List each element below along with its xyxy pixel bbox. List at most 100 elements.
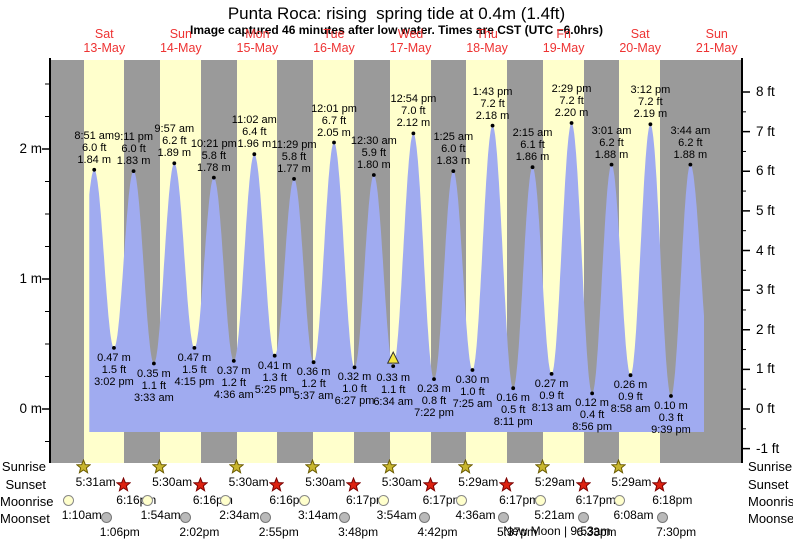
high-tide-dot bbox=[451, 169, 456, 174]
y-axis-right-label: 2 ft bbox=[756, 321, 775, 337]
low-tide-dot bbox=[628, 373, 633, 378]
page-subtitle: Image captured 46 minutes after low wate… bbox=[190, 23, 603, 37]
moonset-icon bbox=[339, 511, 351, 523]
high-tide-dot bbox=[211, 175, 216, 180]
day-header: Sun 21-May bbox=[672, 27, 762, 55]
sunrise-time: 5:29am bbox=[611, 475, 652, 489]
sunrise-icon bbox=[152, 459, 168, 474]
moonset-event: 6:33pm bbox=[577, 511, 617, 539]
sunset-event: 6:17pm bbox=[499, 476, 539, 507]
day-date: 18-May bbox=[466, 41, 508, 55]
sunrise-event: 5:29am bbox=[534, 459, 575, 489]
moonrise-event: 3:54am bbox=[377, 494, 417, 522]
high-tide-dot bbox=[609, 162, 614, 167]
sunrise-icon bbox=[75, 459, 91, 474]
low-tide-label: 0.26 m 0.9 ft 8:58 am bbox=[610, 379, 651, 416]
high-tide-label: 9:57 am 6.2 ft 1.89 m bbox=[154, 123, 195, 160]
high-tide-label: 12:54 pm 7.0 ft 2.12 m bbox=[390, 93, 437, 130]
y-axis-left-label: 0 m bbox=[19, 401, 42, 416]
sunrise-event: 5:30am bbox=[228, 459, 269, 489]
high-tide-dot bbox=[131, 169, 136, 174]
low-tide-label: 0.35 m 1.1 ft 3:33 am bbox=[134, 367, 174, 404]
high-tide-dot bbox=[292, 177, 296, 181]
low-tide-dot bbox=[669, 394, 673, 398]
sunset-time: 6:18pm bbox=[652, 492, 693, 507]
high-tide-dot bbox=[648, 122, 653, 127]
low-tide-label: 0.32 m 1.0 ft 6:27 pm bbox=[334, 371, 375, 408]
moonrise-icon bbox=[62, 494, 74, 506]
high-tide-label: 11:02 am 6.4 ft 1.96 m bbox=[231, 114, 277, 151]
moonrise-time: 4:36am bbox=[455, 507, 496, 522]
high-tide-label: 9:11 pm 6.0 ft 1.83 m bbox=[114, 131, 154, 168]
moonrise-time: 1:10am bbox=[61, 507, 102, 522]
high-tide-label: 2:29 pm 7.2 ft 2.20 m bbox=[551, 83, 592, 119]
low-tide-dot bbox=[352, 365, 357, 370]
high-tide-dot bbox=[490, 123, 495, 128]
day-date: 13-May bbox=[83, 41, 126, 55]
moonset-event: 2:55pm bbox=[259, 511, 299, 539]
low-tide-label: 0.37 m 1.2 ft 4:36 am bbox=[213, 364, 254, 401]
low-tide-label: 0.23 m 0.8 ft 7:22 pm bbox=[414, 383, 454, 420]
day-name: Sun bbox=[169, 27, 192, 41]
high-tide-label: 3:44 am 6.2 ft 1.88 m bbox=[670, 124, 711, 161]
moonset-time: 6:33pm bbox=[576, 524, 617, 539]
sunrise-time: 5:29am bbox=[458, 475, 499, 489]
high-tide-label: 3:12 pm 7.2 ft 2.19 m bbox=[630, 84, 671, 121]
high-tide-label: 3:01 am 6.2 ft 1.88 m bbox=[591, 124, 632, 161]
y-axis-left-label: 2 m bbox=[19, 141, 42, 156]
day-date: 17-May bbox=[389, 41, 432, 55]
sunrise-time: 5:31am bbox=[75, 475, 116, 489]
high-tide-label: 12:01 pm 6.7 ft 2.05 m bbox=[311, 102, 357, 139]
moonset-time: 2:55pm bbox=[258, 524, 299, 539]
moonset-time: 2:02pm bbox=[179, 524, 220, 539]
day-header: Sat 20-May bbox=[595, 27, 685, 55]
moonset-event: 5:37pm bbox=[497, 511, 537, 539]
y-axis-right-label: 0 ft bbox=[756, 401, 775, 416]
high-tide-dot bbox=[569, 121, 574, 125]
sunset-event: 6:16pm bbox=[116, 476, 156, 507]
moonset-event: 4:42pm bbox=[418, 511, 458, 539]
sunrise-icon bbox=[305, 459, 321, 474]
low-tide-dot bbox=[151, 361, 156, 366]
sunset-event: 6:17pm bbox=[575, 476, 616, 507]
day-name: Tue bbox=[323, 27, 345, 41]
y-axis-right-label: 6 ft bbox=[756, 163, 775, 179]
sunset-time: 6:17pm bbox=[575, 492, 616, 507]
high-tide-dot bbox=[688, 162, 693, 167]
day-header: Mon 15-May bbox=[212, 27, 302, 55]
sunrise-event: 5:30am bbox=[381, 459, 422, 489]
day-name: Wed bbox=[397, 27, 424, 41]
moonrise-event: 5:21am bbox=[534, 494, 574, 522]
sunset-time: 6:16pm bbox=[269, 492, 310, 507]
sunset-icon bbox=[499, 476, 515, 492]
sunrise-row-label: Sunrise bbox=[1, 459, 46, 474]
sunset-icon bbox=[269, 476, 285, 492]
low-tide-dot bbox=[272, 353, 277, 358]
low-tide-label: 0.41 m 1.3 ft 5:25 pm bbox=[254, 359, 295, 396]
y-axis-right-label: 7 ft bbox=[756, 123, 775, 139]
moonrise-icon bbox=[456, 494, 468, 506]
high-tide-dot bbox=[332, 140, 336, 145]
y-axis-right-label: 4 ft bbox=[756, 242, 775, 258]
high-tide-label: 1:43 pm 7.2 ft 2.18 m bbox=[472, 85, 513, 122]
moonrise-time: 5:21am bbox=[534, 507, 575, 522]
moonset-time: 1:06pm bbox=[99, 524, 140, 539]
sunset-time: 6:17pm bbox=[346, 492, 387, 507]
moonrise-event: 2:34am bbox=[219, 494, 259, 522]
high-tide-dot bbox=[172, 161, 177, 166]
high-tide-label: 1:25 am 6.0 ft 1.83 m bbox=[433, 131, 474, 168]
day-name: Thu bbox=[476, 27, 498, 41]
moonset-icon bbox=[100, 511, 112, 523]
sunrise-event: 5:30am bbox=[152, 459, 192, 489]
day-date: 19-May bbox=[542, 41, 585, 55]
high-tide-dot bbox=[252, 152, 257, 157]
sunset-event: 6:18pm bbox=[652, 476, 692, 507]
sunrise-event: 5:31am bbox=[75, 459, 116, 489]
day-name: Mon bbox=[245, 27, 270, 41]
sunrise-time: 5:30am bbox=[305, 475, 346, 489]
day-name: Sun bbox=[705, 27, 728, 41]
moonrise-event: 6:08am bbox=[613, 494, 654, 522]
low-tide-label: 0.47 m 1.5 ft 4:15 pm bbox=[174, 351, 215, 388]
moonrise-row-label: Moonrise bbox=[748, 493, 793, 509]
sunset-time: 6:17pm bbox=[422, 492, 463, 507]
